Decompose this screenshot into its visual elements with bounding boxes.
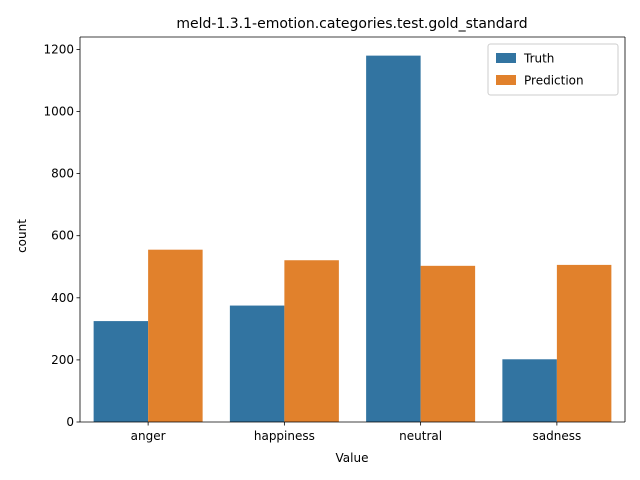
- bar-truth-neutral: [366, 55, 421, 423]
- y-tick-label: 600: [51, 229, 74, 243]
- legend-label-prediction: Prediction: [524, 74, 584, 88]
- chart-title: meld-1.3.1-emotion.categories.test.gold_…: [176, 16, 527, 32]
- bar-prediction-sadness: [556, 264, 612, 422]
- bar-prediction-anger: [148, 249, 203, 422]
- y-tick-label: 400: [51, 291, 74, 305]
- legend-label-truth: Truth: [523, 52, 554, 66]
- y-tick-label: 1200: [43, 42, 74, 56]
- legend-box: [487, 43, 619, 96]
- bar-truth-sadness: [502, 359, 557, 422]
- bar-prediction-happiness: [284, 260, 339, 422]
- bar-truth-anger: [93, 321, 149, 422]
- y-axis-label: count: [15, 219, 29, 253]
- x-tick-label: happiness: [254, 429, 315, 443]
- y-tick-label: 0: [66, 415, 74, 429]
- bar-truth-happiness: [229, 305, 285, 422]
- bar-prediction-neutral: [420, 265, 476, 422]
- x-axis-label: Value: [336, 451, 369, 465]
- bars-layer: [93, 55, 612, 423]
- legend: Truth Prediction: [487, 43, 619, 96]
- legend-swatch-truth: [496, 53, 516, 63]
- y-tick-label: 1000: [43, 105, 74, 119]
- legend-swatch-prediction: [496, 75, 516, 85]
- x-tick-label: anger: [131, 429, 166, 443]
- x-tick-label: sadness: [533, 429, 582, 443]
- x-tick-label: neutral: [399, 429, 442, 443]
- y-tick-label: 800: [51, 167, 74, 181]
- axes-layer: 0 200 400 600 800 1000 1200 anger happiness neutr…: [43, 36, 626, 443]
- y-tick-label: 200: [51, 353, 74, 367]
